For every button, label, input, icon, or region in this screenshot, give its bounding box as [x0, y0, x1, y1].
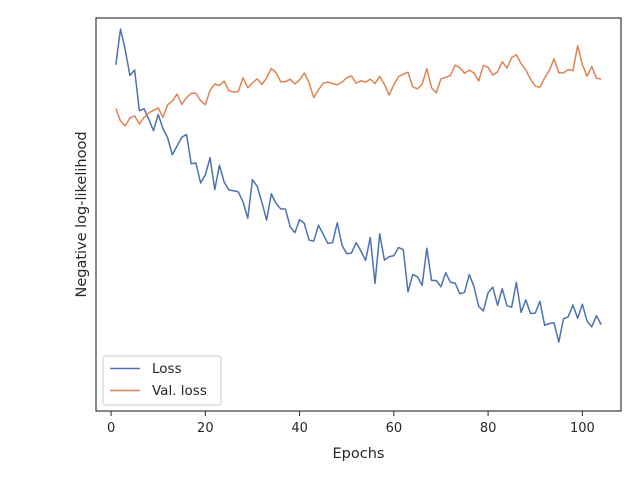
- x-tick-label: 20: [197, 421, 214, 436]
- legend-label-val-loss: Val. loss: [152, 383, 207, 399]
- x-tick-label: 60: [386, 421, 403, 436]
- x-axis-ticks: 0 20 40 60 80 100: [107, 411, 595, 436]
- plot-lines: [115, 28, 602, 343]
- plot-frame: [95, 17, 622, 412]
- legend-label-loss: Loss: [152, 361, 182, 377]
- x-axis-label: Epochs: [333, 446, 385, 462]
- series-line-loss: [115, 28, 602, 343]
- x-tick-label: 0: [107, 421, 115, 436]
- x-tick-label: 40: [291, 421, 308, 436]
- x-tick-label: 80: [480, 421, 497, 436]
- series-line-val-loss: [115, 45, 602, 127]
- y-axis-label: Negative log-likelihood: [74, 131, 90, 297]
- legend: Loss Val. loss: [102, 355, 222, 406]
- x-tick-label: 100: [570, 421, 595, 436]
